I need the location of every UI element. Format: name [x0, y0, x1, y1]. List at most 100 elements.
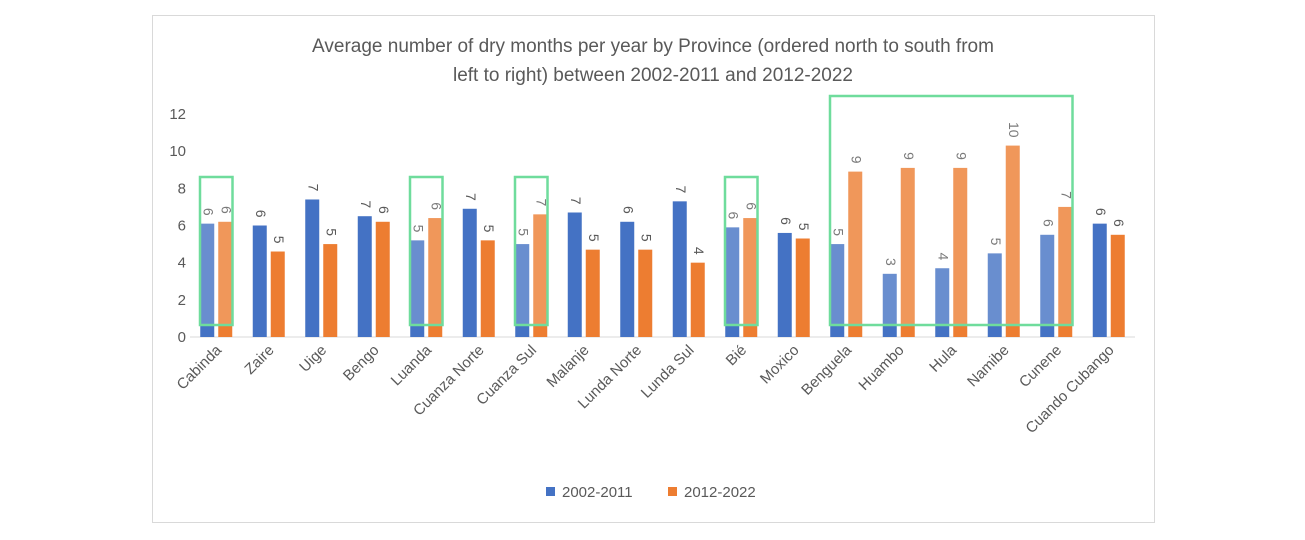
data-label: 5: [586, 234, 602, 242]
y-tick-label: 6: [178, 218, 186, 235]
bar-2002-2011: [1092, 223, 1107, 337]
data-label: 5: [831, 228, 847, 236]
highlight-box: [408, 175, 444, 327]
bar-2002-2011: [672, 201, 687, 337]
bar-2002-2011: [462, 208, 477, 337]
data-label: 7: [463, 193, 479, 201]
bar-2002-2011: [1040, 234, 1055, 337]
bar-2002-2011: [935, 268, 950, 337]
x-tick-label: Cabinda: [174, 341, 226, 393]
data-label: 6: [1093, 208, 1109, 216]
x-tick-label: Benguela: [798, 341, 855, 398]
legend-label: 2002-2011: [562, 484, 633, 501]
chart-frame: [152, 15, 1155, 523]
bar-2012-2022: [270, 251, 285, 337]
bar-2002-2011: [410, 240, 425, 337]
data-label: 9: [954, 152, 970, 160]
bar-2002-2011: [515, 244, 530, 337]
x-tick-label: Lunda Sul: [638, 342, 698, 402]
x-tick-label: Huambo: [855, 342, 907, 394]
bar-2002-2011: [200, 223, 215, 337]
data-label: 7: [358, 200, 374, 208]
data-label: 4: [936, 252, 952, 260]
data-label: 5: [271, 236, 287, 244]
y-tick-label: 8: [178, 180, 186, 197]
data-label: 4: [691, 247, 707, 255]
x-tick-label: Bengo: [340, 342, 383, 385]
data-label: 7: [534, 199, 550, 207]
x-tick-label: Luanda: [388, 341, 436, 389]
bar-2012-2022: [428, 218, 443, 337]
data-label: 6: [219, 206, 235, 214]
data-label: 6: [1041, 219, 1057, 227]
bar-2002-2011: [620, 221, 635, 337]
y-tick-label: 10: [169, 143, 186, 160]
data-label: 7: [306, 184, 322, 192]
bar-2002-2011: [830, 244, 845, 337]
data-label: 6: [253, 210, 269, 218]
data-label: 6: [376, 206, 392, 214]
chart-title-line: Average number of dry months per year by…: [312, 36, 994, 57]
x-tick-label: Uige: [296, 342, 330, 376]
bar-2012-2022: [323, 244, 338, 337]
data-label: 9: [901, 152, 917, 160]
x-tick-label: Malanje: [543, 342, 592, 391]
data-label: 7: [673, 186, 689, 194]
bar-2002-2011: [882, 273, 897, 337]
bar-2012-2022: [218, 221, 233, 337]
highlight-box: [723, 175, 759, 327]
bar-2012-2022: [953, 167, 968, 337]
x-tick-label: Hula: [926, 341, 960, 375]
data-label: 5: [324, 228, 340, 236]
data-label: 6: [621, 206, 637, 214]
data-label: 5: [481, 225, 497, 233]
highlight-box: [513, 175, 549, 327]
data-label: 6: [778, 217, 794, 225]
chart-title-line: left to right) between 2002-2011 and 201…: [453, 65, 853, 86]
highlight-box: [198, 175, 234, 327]
data-label: 5: [988, 238, 1004, 246]
data-label: 6: [726, 212, 742, 220]
bar-2002-2011: [777, 232, 792, 337]
x-tick-label: Cunene: [1016, 342, 1065, 391]
bar-2002-2011: [567, 212, 582, 337]
data-label: 10: [1006, 122, 1022, 138]
bar-2002-2011: [252, 225, 267, 337]
y-tick-label: 2: [178, 292, 186, 309]
legend-swatch: [546, 487, 555, 496]
bar-2012-2022: [638, 249, 653, 337]
bar-2012-2022: [848, 171, 863, 337]
bar-2012-2022: [743, 218, 758, 337]
data-label: 6: [429, 202, 445, 210]
data-label: 3: [883, 258, 899, 266]
legend-label: 2012-2022: [684, 484, 756, 501]
legend-swatch: [668, 487, 677, 496]
data-label: 5: [639, 234, 655, 242]
bar-2012-2022: [690, 262, 705, 337]
bar-2002-2011: [987, 253, 1002, 337]
data-label: 5: [411, 225, 427, 233]
bar-2002-2011: [357, 216, 372, 337]
data-label: 6: [1111, 219, 1127, 227]
bar-2012-2022: [1110, 234, 1125, 337]
bar-2012-2022: [585, 249, 600, 337]
data-label: 6: [744, 202, 760, 210]
x-tick-label: Moxico: [757, 342, 803, 388]
highlight-box: [828, 94, 1074, 327]
y-tick-label: 12: [169, 106, 186, 123]
x-tick-label: Bié: [723, 342, 750, 369]
y-tick-label: 0: [178, 329, 186, 346]
y-tick-label: 4: [178, 255, 186, 272]
bar-2002-2011: [725, 227, 740, 337]
data-label: 5: [516, 228, 532, 236]
bar-2012-2022: [900, 167, 915, 337]
bar-2012-2022: [1058, 206, 1073, 337]
x-tick-label: Zaire: [241, 342, 277, 378]
bar-2012-2022: [480, 240, 495, 337]
bar-2012-2022: [375, 221, 390, 337]
data-label: 7: [568, 197, 584, 205]
data-label: 5: [796, 223, 812, 231]
bar-2012-2022: [1005, 145, 1020, 337]
x-tick-label: Namibe: [964, 342, 1013, 391]
